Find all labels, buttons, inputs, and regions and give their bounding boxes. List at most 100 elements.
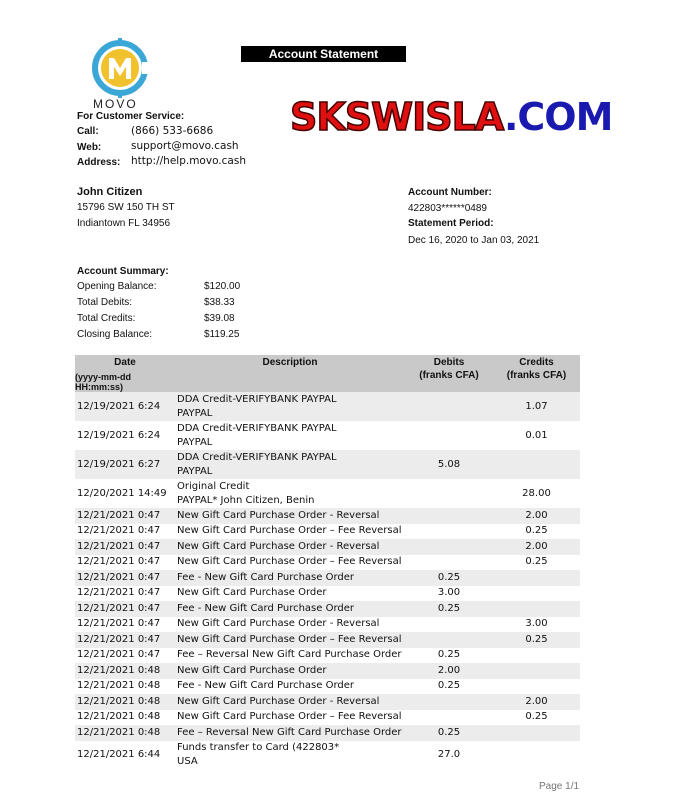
row-debit: 3.00	[437, 587, 461, 599]
table-row: 12/21/2021 0:47 Fee – Reversal New Gift …	[75, 648, 580, 664]
row-date: 12/21/2021 0:48	[77, 680, 161, 692]
row-debit	[405, 694, 493, 710]
row-description: New Gift Card Purchase Order – Fee Rever…	[177, 556, 402, 568]
row-description: DDA Credit-VERIFYBANK PAYPAL	[177, 422, 337, 434]
row-debit: 5.08	[405, 450, 493, 479]
row-date: 12/21/2021 0:48	[75, 694, 175, 710]
table-row: 12/19/2021 6:27 DDA Credit-VERIFYBANK PA…	[75, 450, 580, 479]
row-debit	[405, 421, 493, 450]
address-value[interactable]: http://help.movo.cash	[131, 155, 246, 167]
row-date: 12/21/2021 0:47	[77, 649, 161, 661]
row-credit	[493, 450, 580, 479]
row-debit: 0.25	[405, 725, 493, 741]
date-format: (yyyy-mm-dd HH:mm:ss)	[75, 372, 132, 392]
row-date: 12/21/2021 0:47	[75, 570, 175, 586]
date-header: Date	[114, 357, 136, 368]
row-description-line2: PAYPAL	[177, 436, 213, 448]
table-row: 12/21/2021 0:48 New Gift Card Purchase O…	[75, 710, 580, 726]
credits-header: Credits	[519, 357, 554, 368]
row-debit	[405, 392, 493, 421]
table-row: 12/21/2021 0:48 New Gift Card Purchase O…	[75, 663, 580, 679]
row-debit: 27.0	[437, 749, 461, 760]
row-credit: 0.01	[525, 429, 548, 441]
web-label: Web:	[77, 142, 102, 153]
address-label: Address:	[77, 157, 121, 168]
movo-logo	[92, 38, 150, 98]
table-row: 12/21/2021 0:47 New Gift Card Purchase O…	[75, 539, 580, 555]
debits-unit: (franks CFA)	[419, 370, 479, 381]
description-header: Description	[175, 355, 405, 392]
brand-name: MOVO	[93, 97, 138, 111]
summary-value: $39.08	[204, 313, 235, 324]
row-date: 12/21/2021 0:47	[77, 525, 161, 537]
table-row: 12/21/2021 0:47 New Gift Card Purchase O…	[75, 586, 580, 602]
row-date: 12/21/2021 0:47	[75, 601, 175, 617]
row-description: New Gift Card Purchase Order	[177, 664, 327, 676]
row-debit: 2.00	[405, 663, 493, 679]
table-row: 12/21/2021 0:47 Fee - New Gift Card Purc…	[75, 570, 580, 586]
row-date: 12/21/2021 0:47	[77, 556, 161, 568]
row-description: Fee – Reversal New Gift Card Purchase Or…	[177, 649, 402, 661]
table-row: 12/21/2021 0:47 New Gift Card Purchase O…	[75, 524, 580, 540]
statement-period: Dec 16, 2020 to Jan 03, 2021	[408, 235, 540, 246]
row-date: 12/19/2021 6:24	[75, 392, 175, 421]
table-row: 12/20/2021 14:49 Original Credit PAYPAL* …	[75, 479, 580, 508]
row-credit: 3.00	[525, 618, 548, 630]
call-label: Call:	[77, 126, 99, 137]
row-description-line2: PAYPAL	[177, 465, 213, 477]
row-credit: 0.25	[525, 556, 548, 568]
summary-label: Opening Balance:	[77, 281, 157, 292]
credits-unit: (franks CFA)	[506, 370, 567, 381]
row-debit	[405, 555, 493, 571]
row-description: Fee – Reversal New Gift Card Purchase Or…	[177, 726, 402, 738]
table-row: 12/21/2021 0:47 New Gift Card Purchase O…	[75, 617, 580, 633]
row-debit	[405, 508, 493, 524]
row-date: 12/21/2021 0:48	[77, 711, 161, 723]
row-credit	[493, 586, 580, 602]
row-debit: 0.25	[437, 680, 461, 692]
web-value[interactable]: support@movo.cash	[131, 140, 239, 152]
row-description: New Gift Card Purchase Order	[177, 587, 327, 599]
row-description: DDA Credit-VERIFYBANK PAYPAL	[177, 451, 337, 463]
summary-value: $119.25	[204, 329, 240, 340]
row-credit	[493, 725, 580, 741]
row-debit: 0.25	[437, 649, 461, 661]
row-debit: 0.25	[405, 601, 493, 617]
row-date: 12/20/2021 14:49	[77, 487, 167, 499]
account-number-label: Account Number:	[408, 187, 492, 198]
table-row: 12/21/2021 0:48 Fee - New Gift Card Purc…	[75, 679, 580, 695]
row-credit: 2.00	[493, 694, 580, 710]
row-description: New Gift Card Purchase Order - Reversal	[177, 509, 380, 521]
row-debit	[405, 539, 493, 555]
row-credit: 1.07	[493, 392, 580, 421]
row-description: Original Credit	[177, 480, 250, 492]
row-credit	[493, 570, 580, 586]
row-description: New Gift Card Purchase Order – Fee Rever…	[177, 633, 402, 645]
row-credit	[493, 679, 580, 695]
row-date: 12/21/2021 0:47	[75, 508, 175, 524]
page-title: Account Statement	[241, 46, 406, 62]
row-credit	[493, 601, 580, 617]
customer-service-heading: For Customer Service:	[77, 111, 185, 122]
row-credit	[493, 663, 580, 679]
row-date: 12/19/2021 6:27	[75, 450, 175, 479]
row-description: New Gift Card Purchase Order - Reversal	[177, 618, 380, 630]
summary-label: Total Credits:	[77, 313, 136, 324]
row-description-line2: USA	[177, 756, 198, 767]
row-credit: 2.00	[493, 508, 580, 524]
page-number: Page 1/1	[539, 781, 580, 792]
account-number: 422803******0489	[408, 203, 487, 214]
transactions-table: Date (yyyy-mm-dd HH:mm:ss) Description De…	[75, 355, 580, 770]
row-credit: 0.25	[493, 632, 580, 648]
row-description: Fee - New Gift Card Purchase Order	[177, 602, 355, 614]
watermark-part2: .COM	[503, 95, 613, 139]
customer-city: Indiantown FL 34956	[77, 218, 171, 229]
row-credit: 28.00	[522, 487, 551, 499]
row-description: New Gift Card Purchase Order – Fee Rever…	[177, 711, 402, 723]
summary-label: Total Debits:	[77, 297, 133, 308]
row-date: 12/19/2021 6:24	[77, 429, 161, 441]
row-description-line2: PAYPAL* John Citizen, Benin	[177, 494, 315, 506]
customer-name: John Citizen	[77, 186, 143, 198]
row-debit	[405, 617, 493, 633]
